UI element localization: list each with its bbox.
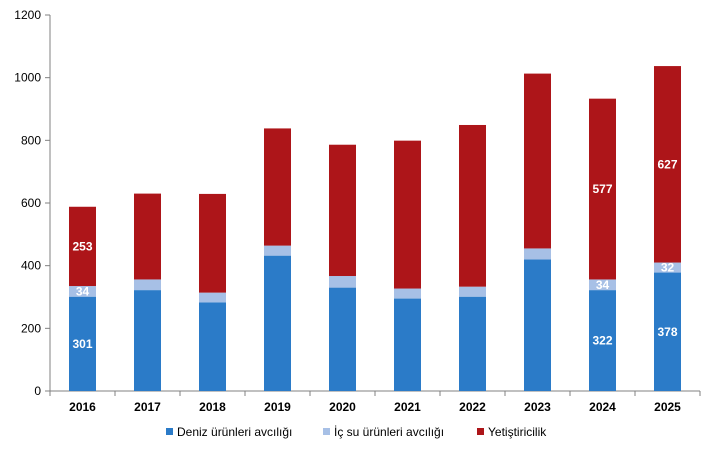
y-tick-label: 0	[34, 384, 41, 398]
y-tick-label: 200	[21, 321, 41, 335]
legend-label: Yetiştiricilik	[488, 425, 547, 439]
y-axis: 0 200 400 600 800 1000 1200	[14, 8, 51, 398]
bar-segment-2-2021	[394, 288, 421, 299]
bar-segment-1-2018	[199, 302, 226, 391]
bar-segment-2-2025	[654, 262, 681, 273]
bar-segment-3-2016	[69, 206, 96, 287]
y-tick-label: 1200	[14, 8, 41, 22]
bar-segment-1-2022	[459, 296, 486, 391]
bar-segment-2-2019	[264, 245, 291, 256]
bar-segment-2-2016	[69, 286, 96, 297]
bar-segment-1-2024	[589, 290, 616, 391]
bar-segment-2-2018	[199, 292, 226, 303]
bar-segment-1-2020	[329, 287, 356, 391]
bar-segment-2-2022	[459, 286, 486, 297]
bar-segment-2-2024	[589, 279, 616, 291]
x-axis: 2016 2017 2018 2019 2020 2021 2022 2023 2024 2025	[49, 390, 701, 414]
bar-segment-2-2017	[134, 279, 161, 291]
legend-swatch	[477, 428, 484, 435]
data-label: 378	[657, 325, 677, 339]
bars	[69, 66, 681, 391]
data-label: 322	[592, 334, 612, 348]
data-label: 253	[72, 239, 92, 253]
y-tick-label: 400	[21, 259, 41, 273]
bar-segment-1-2025	[654, 272, 681, 391]
legend-label: Deniz ürünleri avcılığı	[177, 425, 292, 439]
legend-swatch	[166, 428, 173, 435]
bar-segment-1-2023	[524, 259, 551, 391]
x-tick-label: 2022	[459, 400, 486, 414]
bar-segment-3-2019	[264, 128, 291, 246]
bar-segment-1-2021	[394, 298, 421, 391]
data-labels: 301 34 253 322 34 577 378 32 627	[72, 157, 677, 351]
bar-segment-3-2023	[524, 73, 551, 249]
legend-swatch	[323, 428, 330, 435]
x-tick-label: 2024	[589, 400, 616, 414]
x-tick-label: 2023	[524, 400, 551, 414]
y-tick-label: 1000	[14, 71, 41, 85]
data-label: 32	[661, 261, 675, 275]
x-tick-label: 2018	[199, 400, 226, 414]
x-tick-label: 2020	[329, 400, 356, 414]
bar-segment-3-2024	[589, 98, 616, 280]
bar-segment-3-2020	[329, 144, 356, 277]
data-label: 577	[592, 182, 612, 196]
legend: Deniz ürünleri avcılığı İç su ürünleri av…	[166, 425, 547, 439]
bar-segment-1-2016	[69, 296, 96, 391]
data-label: 34	[76, 284, 90, 298]
bar-segment-3-2022	[459, 124, 486, 287]
data-label: 301	[72, 337, 92, 351]
x-tick-label: 2017	[134, 400, 161, 414]
x-tick-label: 2019	[264, 400, 291, 414]
data-label: 627	[657, 157, 677, 171]
bar-segment-3-2021	[394, 140, 421, 289]
bar-segment-2-2023	[524, 248, 551, 260]
bar-segment-3-2017	[134, 193, 161, 280]
y-tick-label: 600	[21, 196, 41, 210]
data-label: 34	[596, 278, 610, 292]
bar-segment-3-2018	[199, 193, 226, 293]
y-tick-label: 800	[21, 133, 41, 147]
x-tick-label: 2025	[654, 400, 681, 414]
x-tick-label: 2021	[394, 400, 421, 414]
legend-label: İç su ürünleri avcılığı	[334, 425, 444, 439]
bar-segment-1-2017	[134, 290, 161, 391]
bar-segment-3-2025	[654, 66, 681, 263]
bar-segment-2-2020	[329, 276, 356, 288]
x-tick-label: 2016	[69, 400, 96, 414]
bar-segment-1-2019	[264, 255, 291, 391]
